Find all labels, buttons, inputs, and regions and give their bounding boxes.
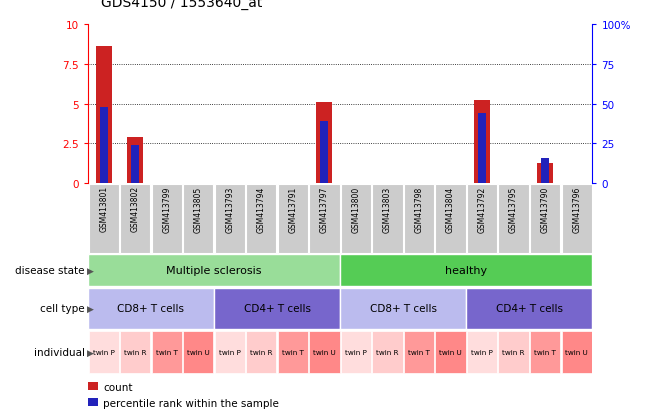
Bar bbox=[152, 185, 182, 253]
Text: disease state: disease state bbox=[15, 266, 85, 275]
Bar bbox=[132, 146, 139, 184]
Bar bbox=[88, 382, 98, 390]
Bar bbox=[120, 185, 150, 253]
Bar bbox=[436, 331, 465, 373]
Bar bbox=[541, 158, 549, 184]
Text: GSM413792: GSM413792 bbox=[478, 186, 486, 232]
Bar bbox=[320, 122, 328, 184]
Bar bbox=[478, 114, 486, 184]
Text: ▶: ▶ bbox=[87, 304, 94, 313]
Bar bbox=[278, 185, 308, 253]
Text: twin R: twin R bbox=[124, 349, 146, 355]
Text: GSM413791: GSM413791 bbox=[288, 186, 298, 232]
Bar bbox=[100, 107, 107, 184]
Text: individual: individual bbox=[34, 347, 85, 357]
Text: Multiple sclerosis: Multiple sclerosis bbox=[166, 266, 262, 275]
Text: GSM413803: GSM413803 bbox=[383, 186, 392, 232]
Bar bbox=[404, 331, 434, 373]
Bar bbox=[530, 185, 561, 253]
Bar bbox=[537, 163, 553, 184]
Text: GSM413802: GSM413802 bbox=[131, 186, 140, 232]
Bar bbox=[530, 331, 561, 373]
Bar bbox=[436, 185, 465, 253]
Bar bbox=[372, 331, 402, 373]
Text: count: count bbox=[103, 382, 133, 392]
Text: GSM413804: GSM413804 bbox=[446, 186, 455, 232]
Text: twin R: twin R bbox=[376, 349, 398, 355]
Bar bbox=[152, 331, 182, 373]
Bar bbox=[215, 331, 245, 373]
Bar bbox=[562, 185, 592, 253]
Bar bbox=[499, 331, 529, 373]
Text: ▶: ▶ bbox=[87, 348, 94, 356]
Text: twin P: twin P bbox=[92, 349, 115, 355]
Text: GSM413794: GSM413794 bbox=[256, 186, 266, 232]
Text: GSM413799: GSM413799 bbox=[162, 186, 171, 232]
Bar bbox=[467, 331, 497, 373]
Text: twin T: twin T bbox=[408, 349, 430, 355]
Bar bbox=[246, 331, 277, 373]
Bar bbox=[278, 331, 308, 373]
Text: CD8+ T cells: CD8+ T cells bbox=[370, 304, 437, 314]
Text: GSM413797: GSM413797 bbox=[320, 186, 329, 232]
Bar bbox=[89, 185, 118, 253]
Bar bbox=[183, 185, 214, 253]
Text: twin P: twin P bbox=[345, 349, 367, 355]
Bar bbox=[466, 288, 592, 330]
Text: twin R: twin R bbox=[503, 349, 525, 355]
Bar bbox=[372, 185, 402, 253]
Bar bbox=[474, 101, 490, 184]
Bar bbox=[88, 288, 214, 330]
Bar bbox=[404, 185, 434, 253]
Text: twin U: twin U bbox=[313, 349, 336, 355]
Text: cell type: cell type bbox=[40, 304, 85, 314]
Text: twin U: twin U bbox=[187, 349, 210, 355]
Text: GSM413798: GSM413798 bbox=[415, 186, 424, 232]
Text: twin P: twin P bbox=[471, 349, 493, 355]
Bar bbox=[309, 185, 340, 253]
Bar bbox=[120, 331, 150, 373]
Text: GSM413790: GSM413790 bbox=[540, 186, 549, 232]
Bar bbox=[215, 185, 245, 253]
Bar bbox=[340, 255, 592, 286]
Text: twin R: twin R bbox=[250, 349, 273, 355]
Bar bbox=[214, 288, 340, 330]
Bar bbox=[467, 185, 497, 253]
Bar bbox=[246, 185, 277, 253]
Text: GSM413801: GSM413801 bbox=[99, 186, 108, 232]
Text: CD4+ T cells: CD4+ T cells bbox=[496, 304, 563, 314]
Bar bbox=[316, 103, 332, 184]
Bar bbox=[128, 138, 143, 184]
Text: percentile rank within the sample: percentile rank within the sample bbox=[103, 398, 279, 408]
Text: CD8+ T cells: CD8+ T cells bbox=[117, 304, 184, 314]
Text: GSM413800: GSM413800 bbox=[352, 186, 361, 232]
Text: twin T: twin T bbox=[282, 349, 304, 355]
Text: CD4+ T cells: CD4+ T cells bbox=[243, 304, 311, 314]
Text: twin T: twin T bbox=[156, 349, 178, 355]
Bar bbox=[562, 331, 592, 373]
Text: ▶: ▶ bbox=[87, 266, 94, 275]
Text: GSM413805: GSM413805 bbox=[194, 186, 202, 232]
Bar bbox=[340, 185, 371, 253]
Text: twin T: twin T bbox=[534, 349, 556, 355]
Text: GSM413795: GSM413795 bbox=[509, 186, 518, 232]
Bar bbox=[499, 185, 529, 253]
Bar bbox=[88, 255, 340, 286]
Bar bbox=[340, 331, 371, 373]
Bar bbox=[88, 399, 98, 406]
Text: healthy: healthy bbox=[445, 266, 488, 275]
Bar bbox=[96, 47, 111, 184]
Bar bbox=[183, 331, 214, 373]
Text: GSM413793: GSM413793 bbox=[225, 186, 234, 232]
Text: twin P: twin P bbox=[219, 349, 241, 355]
Text: twin U: twin U bbox=[439, 349, 462, 355]
Text: GDS4150 / 1553640_at: GDS4150 / 1553640_at bbox=[101, 0, 262, 10]
Bar bbox=[340, 288, 466, 330]
Bar bbox=[309, 331, 340, 373]
Bar bbox=[89, 331, 118, 373]
Text: twin U: twin U bbox=[565, 349, 588, 355]
Text: GSM413796: GSM413796 bbox=[572, 186, 581, 232]
